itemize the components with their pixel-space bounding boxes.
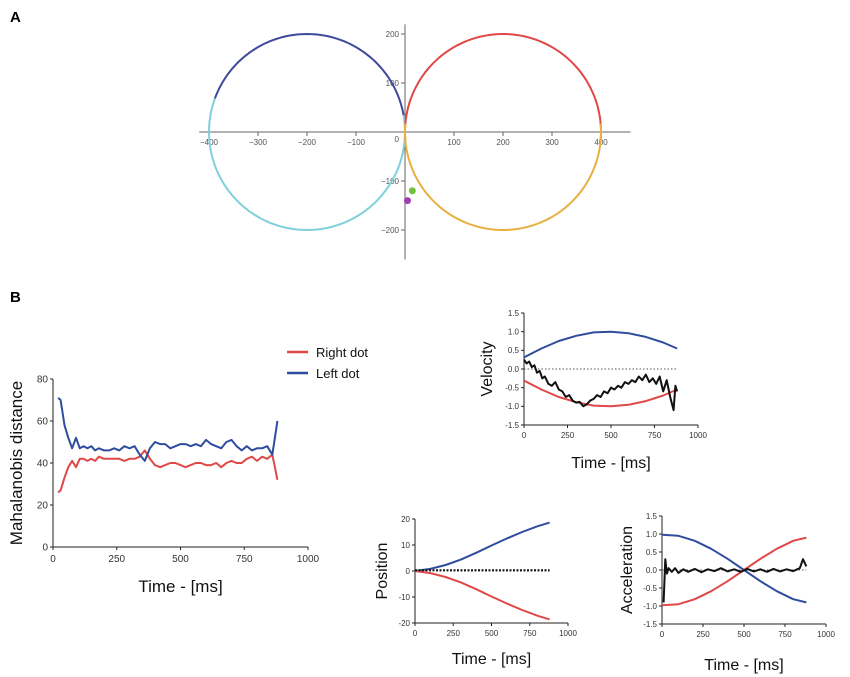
x-tick-label: 1000 <box>689 431 707 440</box>
x-tick-label: 300 <box>545 138 559 147</box>
x-axis-label: Time - [ms] <box>571 455 650 472</box>
series-black <box>523 359 679 412</box>
y-tick-label: 60 <box>37 417 49 428</box>
y-tick-label: 1.0 <box>646 530 658 539</box>
y-tick-label: 0.5 <box>508 346 520 355</box>
y-tick-label: 80 <box>37 375 49 386</box>
y-tick-label: 0.0 <box>646 566 658 575</box>
x-tick-label: 200 <box>496 138 510 147</box>
x-tick-label: −200 <box>298 138 317 147</box>
origin-label: 0 <box>395 135 400 144</box>
y-tick-label: 0 <box>406 567 411 576</box>
y-tick-label: -10 <box>398 593 410 602</box>
y-tick-label: -0.5 <box>505 383 519 392</box>
x-tick-label: 500 <box>172 554 189 565</box>
x-tick-label: 1000 <box>559 629 577 638</box>
x-axis-label: Time - [ms] <box>704 657 783 674</box>
x-tick-label: 750 <box>523 629 537 638</box>
series-black <box>662 558 808 603</box>
y-axis-label: Position <box>374 543 391 600</box>
y-tick-label: -1.5 <box>643 620 657 629</box>
arc-right-lower <box>404 123 602 231</box>
x-tick-label: 0 <box>50 554 56 565</box>
y-tick-label: 0.0 <box>508 365 520 374</box>
y-tick-label: 20 <box>37 501 49 512</box>
acceleration-plot: 0 250 500 750 1000 1.5 1.0 0.5 0.0 -0.5 -1.0 -1.5 Ti… <box>619 512 835 674</box>
x-tick-label: −300 <box>249 138 268 147</box>
series-red <box>661 536 807 607</box>
x-tick-label: 250 <box>447 629 461 638</box>
y-tick-label: 40 <box>37 459 49 470</box>
series-blue <box>414 521 550 572</box>
panel-a-label: A <box>10 9 21 26</box>
x-tick-label: 500 <box>604 431 618 440</box>
x-tick-label: 100 <box>447 138 461 147</box>
mahalanobis-plot: 0 250 500 750 1000 0 20 40 60 80 Time - [ms] Mahala… <box>7 375 320 597</box>
x-tick-label: 0 <box>522 431 527 440</box>
y-tick-label: 10 <box>401 541 410 550</box>
arc-left-upper <box>213 32 405 116</box>
y-tick-label: 1.0 <box>508 327 520 336</box>
y-axis-label: Mahalanobis distance <box>7 381 26 545</box>
x-tick-label: 750 <box>648 431 662 440</box>
series-red <box>523 379 678 408</box>
y-tick-label: 200 <box>386 30 400 39</box>
x-tick-label: 750 <box>778 630 792 639</box>
x-tick-label: 250 <box>108 554 125 565</box>
arc-left-lower <box>207 98 407 232</box>
purple-dot <box>403 197 411 205</box>
mahalanobis-legend: Right dot Left dot <box>287 345 368 381</box>
y-tick-label: 1.5 <box>508 309 520 318</box>
y-tick-label: -1.0 <box>505 402 519 411</box>
arc-right-upper <box>404 33 602 141</box>
legend-label-left: Left dot <box>316 366 360 381</box>
y-tick-label: -20 <box>398 619 410 628</box>
position-plot: 0 250 500 750 1000 20 10 0 -10 -20 Time - [ms] Posi… <box>374 515 577 668</box>
x-tick-label: 0 <box>660 630 665 639</box>
velocity-plot: 0 250 500 750 1000 1.5 1.0 0.5 0.0 -0.5 -1.0 -1.5 Ti… <box>479 309 707 472</box>
y-tick-label: -1.0 <box>643 602 657 611</box>
x-axis-label: Time - [ms] <box>138 577 222 596</box>
y-tick-label: 20 <box>401 515 410 524</box>
y-tick-label: −200 <box>381 226 400 235</box>
x-tick-label: 750 <box>236 554 253 565</box>
x-tick-label: 500 <box>737 630 751 639</box>
y-axis-label: Velocity <box>479 341 496 396</box>
series-right-dot <box>57 449 279 494</box>
y-tick-label: -1.5 <box>505 421 519 430</box>
legend-label-right: Right dot <box>316 345 368 360</box>
x-axis-label: Time - [ms] <box>452 651 531 668</box>
y-axis-label: Acceleration <box>619 526 636 614</box>
x-tick-label: 500 <box>485 629 499 638</box>
series-red <box>414 570 550 621</box>
x-tick-label: 250 <box>696 630 710 639</box>
series-blue <box>661 533 807 604</box>
y-tick-label: 1.5 <box>646 512 658 521</box>
panel-b-label: B <box>10 289 21 306</box>
series-blue <box>523 330 678 359</box>
x-tick-label: 1000 <box>817 630 835 639</box>
x-tick-label: 250 <box>561 431 575 440</box>
series-left-dot <box>57 397 279 462</box>
y-tick-label: 0.5 <box>646 548 658 557</box>
y-tick-label: −100 <box>381 177 400 186</box>
x-tick-label: 1000 <box>297 554 320 565</box>
green-dot <box>408 187 416 195</box>
circle-trajectory-plot: −400 −300 −200 −100 100 200 300 400200100−100−2… <box>199 24 631 260</box>
x-tick-label: 0 <box>413 629 418 638</box>
y-tick-label: -0.5 <box>643 584 657 593</box>
y-tick-label: 0 <box>42 543 48 554</box>
x-tick-label: −100 <box>347 138 366 147</box>
